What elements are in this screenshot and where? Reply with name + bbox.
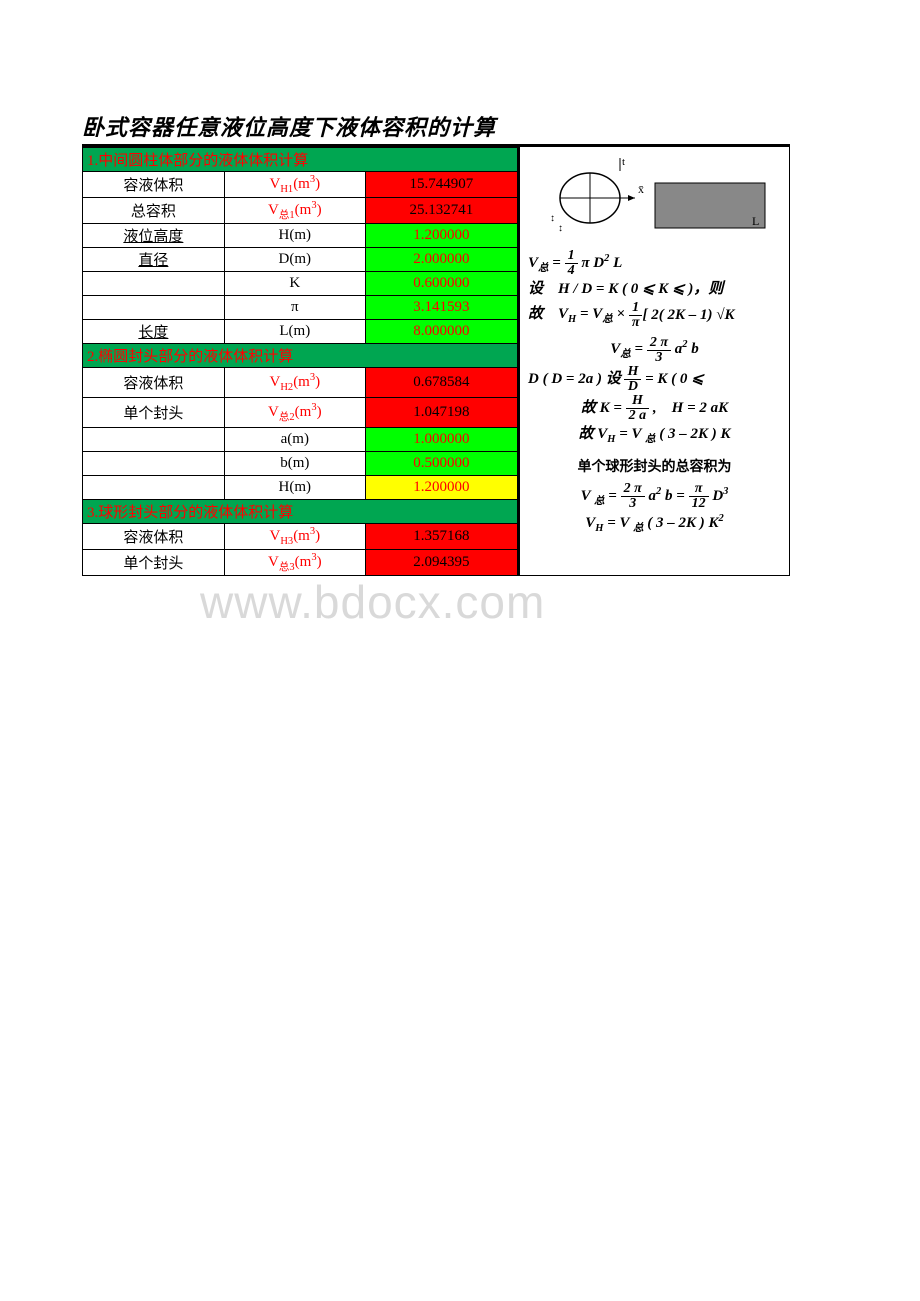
row-symbol: π	[224, 296, 365, 320]
svg-text:t: t	[622, 156, 625, 168]
formula-sphere: 单个球形封头的总容积为 V 总 = 2 π3 a2 b = π12 D3 VH …	[522, 449, 787, 539]
svg-text:↕: ↕	[550, 213, 555, 224]
row-symbol: D(m)	[224, 248, 365, 272]
row-symbol: V总1(m3)	[224, 198, 365, 224]
row-value: 0.500000	[365, 452, 517, 476]
row-label: 容液体积	[83, 368, 225, 398]
row-label: 容液体积	[83, 524, 225, 550]
row-value: 1.357168	[365, 524, 517, 550]
section2-header: 2.椭圆封头部分的液体体积计算	[83, 344, 518, 368]
row-label: 总容积	[83, 198, 225, 224]
table-row: 总容积V总1(m3)25.132741	[83, 198, 518, 224]
table-row: π3.141593	[83, 296, 518, 320]
row-symbol: V总3(m3)	[224, 550, 365, 576]
row-label: 容液体积	[83, 172, 225, 198]
row-value: 0.600000	[365, 272, 517, 296]
calc-table: 1.中间圆柱体部分的液体体积计算 容液体积VH1(m3)15.744907总容积…	[82, 144, 520, 576]
row-label: 长度	[83, 320, 225, 344]
table-row: K0.600000	[83, 272, 518, 296]
table-row: 容液体积VH2(m3)0.678584	[83, 368, 518, 398]
row-label	[83, 452, 225, 476]
table-row: a(m)1.000000	[83, 428, 518, 452]
row-label: 液位高度	[83, 224, 225, 248]
section2-header-row: 2.椭圆封头部分的液体体积计算	[83, 344, 518, 368]
section3-header: 3.球形封头部分的液体体积计算	[83, 500, 518, 524]
table-row: 长度L(m)8.000000	[83, 320, 518, 344]
watermark: www.bdocx.com	[200, 575, 545, 629]
row-value: 1.047198	[365, 398, 517, 428]
table-row: b(m)0.500000	[83, 452, 518, 476]
row-value: 8.000000	[365, 320, 517, 344]
row-symbol: a(m)	[224, 428, 365, 452]
row-label: 单个封头	[83, 398, 225, 428]
formula-panel: x̄ t L ↕ ↕ V总 = 14 π D2 L 设 H / D = K ( …	[520, 144, 790, 576]
row-value: 2.000000	[365, 248, 517, 272]
row-symbol: L(m)	[224, 320, 365, 344]
formula-cylinder: x̄ t L ↕ ↕ V总 = 14 π D2 L 设 H / D = K ( …	[522, 151, 787, 332]
row-label: 单个封头	[83, 550, 225, 576]
row-symbol: VH1(m3)	[224, 172, 365, 198]
row-symbol: V总2(m3)	[224, 398, 365, 428]
main-container: 1.中间圆柱体部分的液体体积计算 容液体积VH1(m3)15.744907总容积…	[82, 144, 920, 576]
row-label	[83, 272, 225, 296]
row-value: 1.200000	[365, 224, 517, 248]
row-value: 15.744907	[365, 172, 517, 198]
table-row: 单个封头V总3(m3)2.094395	[83, 550, 518, 576]
svg-text:↕: ↕	[558, 223, 563, 234]
sphere-title: 单个球形封头的总容积为	[528, 451, 781, 482]
table-row: 容液体积VH3(m3)1.357168	[83, 524, 518, 550]
table-row: 液位高度H(m)1.200000	[83, 224, 518, 248]
row-label	[83, 476, 225, 500]
row-value: 2.094395	[365, 550, 517, 576]
table-row: 容液体积VH1(m3)15.744907	[83, 172, 518, 198]
row-value: 3.141593	[365, 296, 517, 320]
row-value: 1.000000	[365, 428, 517, 452]
row-symbol: H(m)	[224, 224, 365, 248]
row-symbol: VH3(m3)	[224, 524, 365, 550]
row-label: 直径	[83, 248, 225, 272]
section3-header-row: 3.球形封头部分的液体体积计算	[83, 500, 518, 524]
row-symbol: b(m)	[224, 452, 365, 476]
table-row: 直径D(m)2.000000	[83, 248, 518, 272]
row-symbol: VH2(m3)	[224, 368, 365, 398]
row-symbol: K	[224, 272, 365, 296]
row-value: 1.200000	[365, 476, 517, 500]
svg-text:x̄: x̄	[638, 182, 644, 196]
table-row: H(m)1.200000	[83, 476, 518, 500]
table-row: 单个封头V总2(m3)1.047198	[83, 398, 518, 428]
row-value: 25.132741	[365, 198, 517, 224]
row-label	[83, 296, 225, 320]
page-title: 卧式容器任意液位高度下液体容积的计算	[82, 110, 920, 142]
row-symbol: H(m)	[224, 476, 365, 500]
cylinder-diagram: x̄ t L ↕ ↕	[540, 153, 770, 243]
row-label	[83, 428, 225, 452]
section1-header: 1.中间圆柱体部分的液体体积计算	[83, 148, 518, 172]
formula-ellipse: V总 = 2 π3 a2 b D ( D = 2a ) 设 HD = K ( 0…	[522, 332, 787, 450]
row-value: 0.678584	[365, 368, 517, 398]
svg-text:L: L	[752, 214, 759, 228]
section1-header-row: 1.中间圆柱体部分的液体体积计算	[83, 148, 518, 172]
